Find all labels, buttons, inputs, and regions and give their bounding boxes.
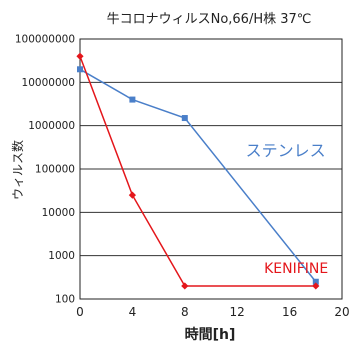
y-tick-1000: 1000: [48, 250, 75, 262]
point-kenifine-0: [76, 52, 84, 60]
point-kenifine-8: [181, 282, 189, 290]
x-tick-0: 0: [76, 305, 84, 319]
series-labels: ステンレス KENIFINE: [246, 141, 329, 277]
y-tick-labels: 100 1000 10000 100000 1000000 10000000 1000000…: [15, 34, 75, 306]
x-tick-12: 12: [230, 305, 245, 319]
point-stainless-8: [181, 115, 188, 122]
y-tick-10000000: 10000000: [22, 77, 75, 89]
series-line-stainless: [79, 68, 317, 283]
x-tick-4: 4: [129, 305, 137, 319]
series-label-stainless: ステンレス: [246, 141, 326, 160]
point-stainless-18: [312, 278, 319, 285]
chart-title: 牛コロナウィルスNo,66/H株 37℃: [107, 12, 312, 27]
x-tick-labels: 0 4 8 12 16 20: [76, 305, 349, 319]
x-tick-20: 20: [334, 305, 349, 319]
point-stainless-0: [77, 66, 83, 73]
point-kenifine-18: [312, 282, 320, 290]
point-kenifine-4: [128, 191, 136, 199]
series-label-kenifine: KENIFINE: [264, 261, 328, 277]
x-axis-label: 時間[h]: [185, 326, 236, 343]
y-tick-10000: 10000: [42, 207, 75, 219]
y-axis-label: ウィルス数: [10, 140, 25, 200]
series-line-kenifine: [79, 55, 316, 287]
point-stainless-4: [129, 96, 136, 103]
grid-lines: [80, 81, 342, 257]
y-tick-100000000: 100000000: [15, 34, 75, 46]
y-tick-100000: 100000: [35, 164, 75, 176]
series-layer: [76, 52, 320, 290]
x-tick-8: 8: [181, 305, 189, 319]
x-tick-16: 16: [282, 305, 297, 319]
y-tick-1000000: 1000000: [28, 120, 75, 132]
y-tick-100: 100: [55, 294, 75, 306]
plot-frame: [79, 38, 343, 300]
